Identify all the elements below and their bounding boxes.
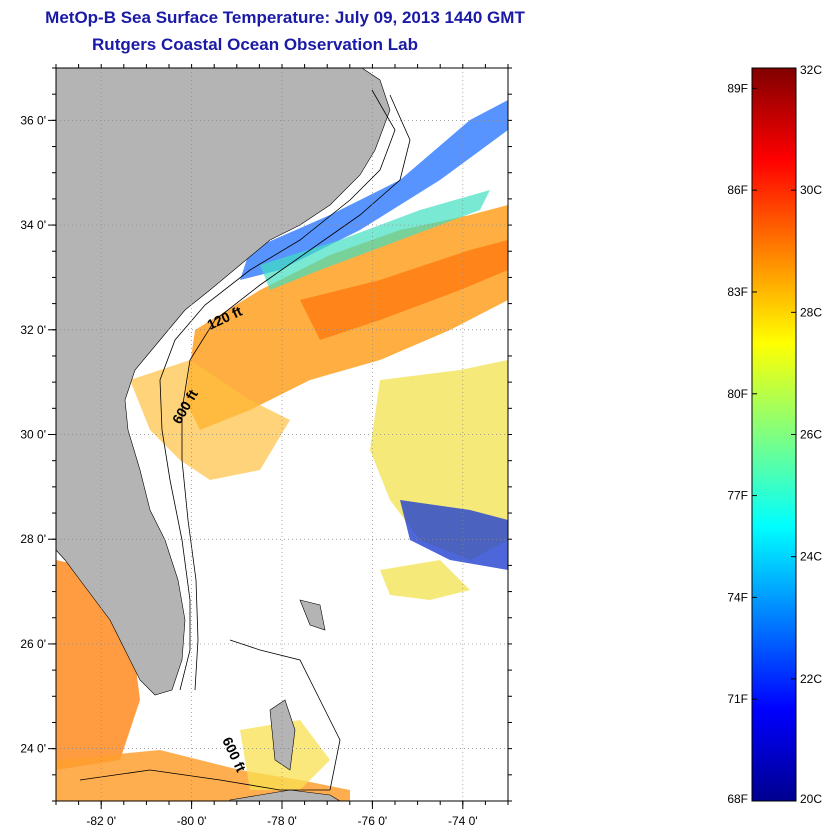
colorbar-fahrenheit-label: 77F <box>727 489 748 503</box>
lat-tick-label: 32 0' <box>20 323 46 337</box>
colorbar-fahrenheit-label: 89F <box>727 81 748 95</box>
lat-lon-grid <box>56 68 508 801</box>
andros-island <box>269 699 296 771</box>
map-title: MetOp-B Sea Surface Temperature: July 09… <box>45 8 525 27</box>
lat-tick-label: 34 0' <box>20 218 46 232</box>
contour-600ft <box>181 94 411 691</box>
lon-tick-label: -74 0' <box>448 814 478 828</box>
colorbar-fahrenheit-label: 74F <box>727 590 748 604</box>
longitude-axis: -82 0' -80 0' -78 0' -76 0' -74 0' <box>55 64 509 828</box>
colorbar-fahrenheit-label: 71F <box>727 692 748 706</box>
lon-tick-label: -80 0' <box>177 814 207 828</box>
colorbar-fahrenheit-label: 80F <box>727 387 748 401</box>
lat-tick-label: 26 0' <box>20 637 46 651</box>
lat-tick-label: 24 0' <box>20 742 46 756</box>
sst-patch-florida-east <box>130 360 290 480</box>
map-area: 120 ft 600 ft 600 ft <box>56 68 508 801</box>
sst-patch-bahamas <box>230 570 350 650</box>
colorbar-fahrenheit-label: 83F <box>727 285 748 299</box>
colorbar-celsius-label: 32C <box>800 63 822 77</box>
bathymetry-contours <box>79 89 411 791</box>
latitude-axis: 24 0' 26 0' 28 0' 30 0' 32 0' 34 0' 36 0' <box>20 67 512 802</box>
colorbar-bar <box>751 67 797 802</box>
sst-patch-offshore-warm <box>300 240 508 340</box>
sst-patch-cool-coastal <box>240 100 508 280</box>
lat-tick-label: 36 0' <box>20 113 46 127</box>
lat-tick-label: 30 0' <box>20 428 46 442</box>
colorbar-celsius-label: 20C <box>800 792 822 806</box>
contour-keys <box>79 769 330 791</box>
contour-bahamas-bank <box>229 639 341 791</box>
colorbar-celsius-label: 28C <box>800 305 822 319</box>
lon-tick-label: -78 0' <box>267 814 297 828</box>
colorbar-celsius-label: 24C <box>800 550 822 564</box>
lat-tick-label: 28 0' <box>20 532 46 546</box>
sst-patch-blue-east <box>400 500 508 570</box>
land-layer <box>56 68 391 801</box>
contour-120ft <box>159 89 396 691</box>
temperature-colorbar: 32C 30C 28C 26C 24C 22C 20C 89F 86F 83F 80F 77F 74F… <box>727 63 822 806</box>
colorbar-fahrenheit-label: 68F <box>727 792 748 806</box>
colorbar-celsius-label: 30C <box>800 183 822 197</box>
grand-bahama <box>299 599 326 631</box>
lon-tick-label: -76 0' <box>358 814 388 828</box>
us-east-coast-land <box>56 68 391 696</box>
sst-patch-cyan-band <box>260 190 490 290</box>
map-subtitle: Rutgers Coastal Ocean Observation Lab <box>92 35 418 54</box>
colorbar-celsius-label: 26C <box>800 428 822 442</box>
colorbar-fahrenheit-label: 86F <box>727 183 748 197</box>
colorbar-fahrenheit-labels: 89F 86F 83F 80F 77F 74F 71F 68F <box>727 81 757 806</box>
sst-patch-yellow-south <box>380 560 470 600</box>
colorbar-celsius-labels: 32C 30C 28C 26C 24C 22C 20C <box>791 63 822 806</box>
colorbar-celsius-label: 22C <box>800 672 822 686</box>
lon-tick-label: -82 0' <box>86 814 116 828</box>
